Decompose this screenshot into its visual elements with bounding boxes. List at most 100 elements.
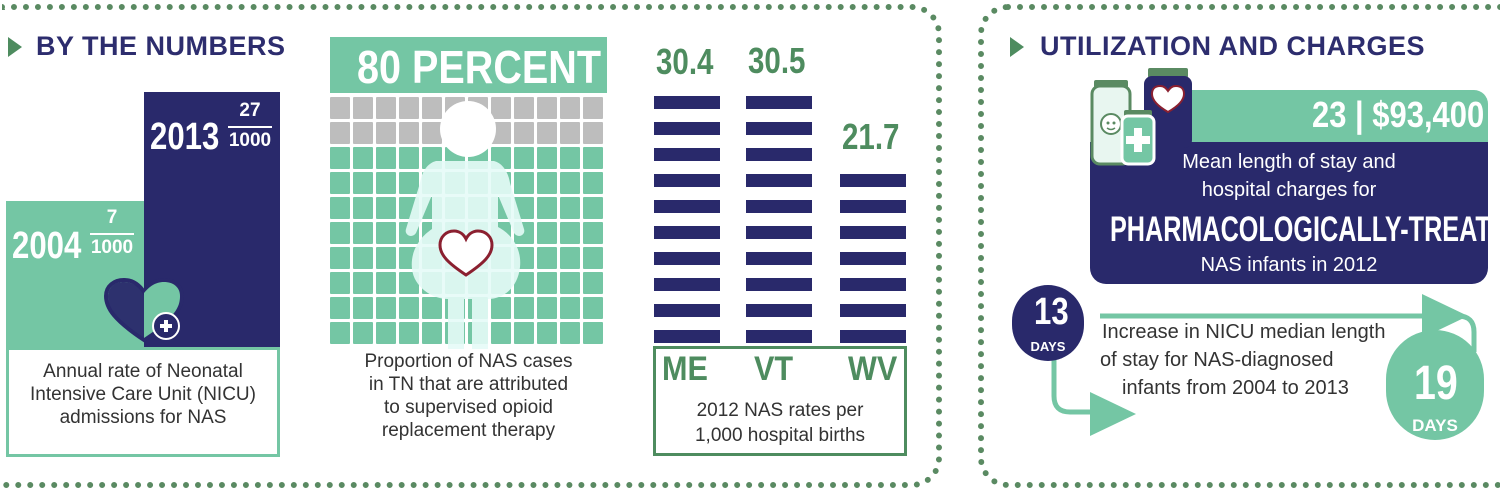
percent-grid-cell — [560, 197, 580, 219]
percent-grid-cell — [583, 272, 603, 294]
end-days-value: 19 — [1414, 357, 1458, 410]
bar-stripe — [840, 330, 906, 343]
percent-grid-cell — [376, 172, 396, 194]
percent-grid-cell — [537, 122, 557, 144]
end-days-badge — [1386, 330, 1484, 440]
percent-grid-cell — [560, 247, 580, 269]
percent-grid-cell — [583, 222, 603, 244]
percent-grid-cell — [376, 322, 396, 344]
charges-stat-bar — [1150, 90, 1488, 142]
bar-stripe — [840, 304, 906, 317]
percent-grid-cell — [583, 122, 603, 144]
percent-grid-cell — [330, 122, 350, 144]
rate-2004-numerator: 7 — [106, 207, 118, 228]
bar-stripe — [840, 226, 906, 239]
percent-grid-cell — [399, 122, 419, 144]
percent-grid-cell — [537, 297, 557, 319]
percent-grid-cell — [353, 322, 373, 344]
percent-grid-cell — [514, 97, 534, 119]
percent-caption-line-3: to supervised opioid — [384, 397, 553, 418]
bar-value-label: 30.5 — [748, 40, 806, 81]
percent-grid-cell — [583, 97, 603, 119]
state-caption-line-2: 1,000 hospital births — [694, 425, 866, 446]
percent-grid-cell — [330, 147, 350, 169]
bar-stripe — [746, 148, 812, 161]
percent-grid-cell — [514, 147, 534, 169]
percent-grid-cell — [491, 122, 511, 144]
charges-line-2: hospital charges for — [1201, 179, 1377, 201]
bar-stripe — [654, 226, 720, 239]
state-caption: 2012 NAS rates per 1,000 hospital births — [653, 398, 907, 448]
year-2013: 2013 — [150, 116, 220, 158]
bar-value-label: 30.4 — [656, 41, 714, 82]
bar-stripe — [654, 278, 720, 291]
stay-caption-line-1: Increase in NICU median length — [1102, 321, 1386, 343]
bar-stripe — [746, 304, 812, 317]
rate-caption: Annual rate of Neonatal Intensive Care U… — [6, 360, 280, 429]
rate-caption-line-3: admissions for NAS — [59, 407, 227, 428]
charges-line-3: NAS infants in 2012 — [1200, 254, 1378, 276]
bar-stripe — [746, 226, 812, 239]
bar-stripe — [746, 122, 812, 135]
state-caption-line-1: 2012 NAS rates per — [696, 400, 864, 421]
rate-2004-denominator: 1000 — [90, 237, 134, 258]
percent-grid-cell — [491, 297, 511, 319]
percent-grid-cell — [399, 272, 419, 294]
percent-grid-cell — [560, 172, 580, 194]
percent-grid-cell — [353, 122, 373, 144]
percent-grid-cell — [330, 222, 350, 244]
percent-grid-cell — [330, 197, 350, 219]
percent-grid-cell — [560, 222, 580, 244]
percent-grid-cell — [422, 322, 442, 344]
percent-grid-cell — [560, 147, 580, 169]
bar-stripe — [840, 200, 906, 213]
bar-vt — [746, 84, 812, 346]
bar-stripe — [654, 174, 720, 187]
percent-grid-cell — [514, 122, 534, 144]
percent-grid-cell — [330, 172, 350, 194]
percent-grid-cell — [537, 222, 557, 244]
percent-grid-cell — [353, 222, 373, 244]
bar-stripe — [654, 252, 720, 265]
percent-grid-cell — [560, 297, 580, 319]
bar-stripe — [654, 330, 720, 343]
percent-grid-cell — [353, 147, 373, 169]
bar-stripe — [746, 200, 812, 213]
percent-grid-cell — [537, 322, 557, 344]
by-the-numbers-heading: BY THE NUMBERS — [36, 31, 286, 61]
percent-grid-cell — [353, 272, 373, 294]
heart-plus-icon — [104, 278, 184, 343]
percent-grid-cell — [399, 322, 419, 344]
state-rates-chart: 30.4 ME 30.5 VT 21.7 WV — [650, 40, 910, 388]
percent-grid-cell — [353, 172, 373, 194]
heading-arrow-icon — [1010, 37, 1024, 57]
left-panel-border — [2, 4, 942, 488]
percent-grid-cell — [376, 197, 396, 219]
rate-2013-denominator: 1000 — [228, 130, 272, 151]
percent-grid-cell — [376, 297, 396, 319]
percent-grid-cell — [399, 147, 419, 169]
percent-grid-cell — [422, 297, 442, 319]
category-label-me: ME — [662, 350, 708, 388]
bar-stripe — [746, 330, 812, 343]
bar-stripe — [746, 252, 812, 265]
percent-grid-cell — [537, 97, 557, 119]
start-days-badge — [1012, 285, 1084, 361]
charges-box — [1090, 142, 1488, 284]
end-days-unit: DAYS — [1412, 416, 1458, 435]
rate-2013-numerator: 27 — [239, 100, 261, 121]
percent-title-bar — [330, 37, 607, 93]
bar-stripe — [840, 174, 906, 187]
right-panel-border — [978, 4, 1500, 488]
percent-grid-cell — [399, 172, 419, 194]
percent-grid-cell — [353, 297, 373, 319]
bar-stripe — [840, 278, 906, 291]
percent-grid-cell — [583, 247, 603, 269]
bar-stripe — [840, 252, 906, 265]
percent-grid-cell — [422, 97, 442, 119]
percent-grid-cell — [330, 97, 350, 119]
rate-caption-line-2: Intensive Care Unit (NICU) — [30, 384, 256, 405]
percent-grid-cell — [537, 247, 557, 269]
percent-grid-cell — [514, 172, 534, 194]
bar-stripe — [654, 304, 720, 317]
